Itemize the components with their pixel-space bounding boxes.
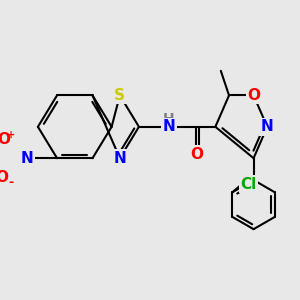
Text: +: + xyxy=(7,130,15,140)
Text: O: O xyxy=(247,88,260,103)
Text: Cl: Cl xyxy=(241,177,257,192)
Text: N: N xyxy=(113,151,126,166)
Text: O: O xyxy=(0,132,10,147)
Text: -: - xyxy=(8,176,13,189)
Text: O: O xyxy=(0,170,8,185)
Text: N: N xyxy=(21,151,33,166)
Text: S: S xyxy=(114,88,125,103)
Text: H: H xyxy=(163,112,175,126)
Text: N: N xyxy=(163,119,175,134)
Text: O: O xyxy=(190,147,203,162)
Text: N: N xyxy=(261,119,274,134)
